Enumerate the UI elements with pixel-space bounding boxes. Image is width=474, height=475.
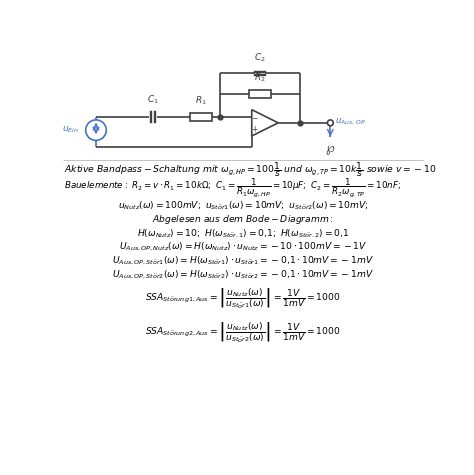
Text: $u_{Nutz}(\omega) = 100mV;\ u_{St\ddot{o}r1}(\omega) = 10mV;\ u_{St\ddot{o}r2}(\: $u_{Nutz}(\omega) = 100mV;\ u_{St\ddot{o… [118, 200, 368, 212]
Circle shape [86, 120, 106, 141]
Text: $+$: $+$ [251, 124, 258, 133]
Text: $H(\omega_{Nutz}) = 10;\ H(\omega_{St\ddot{o}r.1}) = 0{,}1;\ H(\omega_{St\ddot{o: $H(\omega_{Nutz}) = 10;\ H(\omega_{St\dd… [137, 227, 349, 239]
Text: $SSA_{St\ddot{o}rung2,Aus} = \left|\dfrac{u_{Nutz}(\omega)}{u_{St\ddot{o}r2}(\om: $SSA_{St\ddot{o}rung2,Aus} = \left|\dfra… [145, 320, 341, 344]
Polygon shape [252, 110, 278, 136]
Text: $C_2$: $C_2$ [254, 51, 266, 64]
Text: $\wp$: $\wp$ [325, 143, 336, 157]
Text: $C_1$: $C_1$ [147, 93, 159, 105]
Text: $u_{Ein}$: $u_{Ein}$ [63, 125, 80, 135]
Text: $R_2$: $R_2$ [254, 71, 266, 84]
Text: $-$: $-$ [250, 113, 258, 122]
Text: $U_{Aus,OP,Nutz}(\omega) = H(\omega_{Nutz}) \cdot u_{Nutz} = -10 \cdot 100mV = -: $U_{Aus,OP,Nutz}(\omega) = H(\omega_{Nut… [118, 241, 367, 253]
Text: $U_{Aus,OP,St\ddot{o}r2}(\omega) = H(\omega_{St\ddot{o}r2}) \cdot u_{St\ddot{o}r: $U_{Aus,OP,St\ddot{o}r2}(\omega) = H(\om… [112, 269, 374, 281]
Text: $\mathit{Aktive\ Bandpass} - \mathit{Schaltung\ mit}\ \omega_{g,HP} = 100\dfrac{: $\mathit{Aktive\ Bandpass} - \mathit{Sch… [64, 160, 436, 179]
Text: $u_{Aus,\,OP}$: $u_{Aus,\,OP}$ [336, 117, 366, 127]
Bar [249, 90, 271, 97]
Text: $SSA_{St\ddot{o}rung1,Aus} = \left|\dfrac{u_{Nutz}(\omega)}{u_{St\ddot{o}r1}(\om: $SSA_{St\ddot{o}rung1,Aus} = \left|\dfra… [145, 285, 341, 310]
Text: $\mathit{Abgelesen\ aus\ dem\ Bode} - \mathit{Diagramm:}$: $\mathit{Abgelesen\ aus\ dem\ Bode} - \m… [152, 213, 334, 226]
Text: $R_1$: $R_1$ [195, 95, 207, 107]
Text: $\mathit{Bauelemente{:}}\ R_2 = v \cdot R_1 = 10k\Omega;\ C_1 = \dfrac{1}{R_1\om: $\mathit{Bauelemente{:}}\ R_2 = v \cdot … [64, 177, 401, 199]
Circle shape [328, 120, 333, 126]
Bar [190, 114, 212, 122]
Text: $U_{Aus,OP,St\ddot{o}r1}(\omega) = H(\omega_{St\ddot{o}r1}) \cdot u_{St\ddot{o}r: $U_{Aus,OP,St\ddot{o}r1}(\omega) = H(\om… [112, 255, 374, 267]
